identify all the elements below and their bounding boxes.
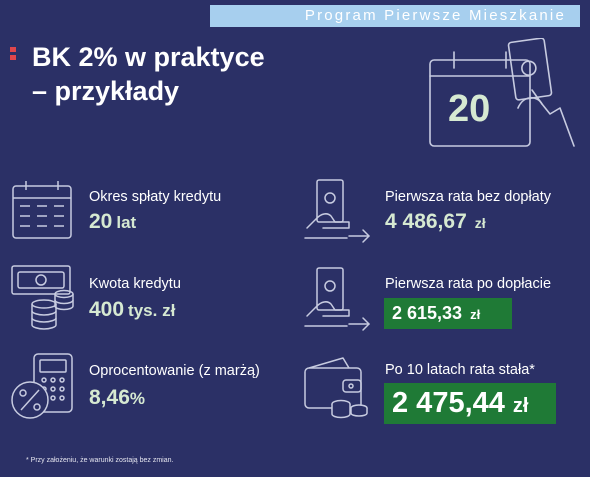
loan-term-label: Okres spłaty kredytu [89,189,222,205]
first-rate-without-subsidy-label: Pierwsza rata bez dopłaty [385,189,552,205]
first-rate-with-subsidy-label: Pierwsza rata po dopłacie [385,276,552,292]
fixed-rate-after-10-years-value: 2 475,44 zł [384,383,556,424]
first-rate-without-subsidy-value: 4 486,67 zł [385,210,486,233]
first-rate-with-subsidy-value: 2 615,33 zł [384,298,512,329]
footnote: * Przy założeniu, że warunki zostają bez… [26,457,174,464]
hand-payment-icon [303,178,373,244]
interest-rate-label: Oprocentowanie (z marżą) [89,363,260,379]
hand-payment-icon [303,266,373,332]
calculator-percent-icon [10,352,76,424]
calendar-icon [10,178,74,242]
interest-rate-value: 8,46% [89,386,145,409]
program-banner: Program Pierwsze Mieszkanie [210,5,580,27]
title-accent-bullet [10,47,16,63]
loan-amount-value: 400 tys. zł [89,298,176,321]
title-line-2: – przykłady [32,76,180,106]
cash-coins-icon [10,264,76,336]
wallet-coins-icon [303,354,369,420]
loan-term-value: 20 lat [89,210,137,233]
page-title: BK 2% w praktyce – przykłady [32,40,265,108]
fixed-rate-after-10-years-label: Po 10 latach rata stała* [385,362,535,378]
title-line-1: BK 2% w praktyce [32,42,265,72]
calendar-badge: 20 [448,88,491,130]
calendar-payment-icon: 20 [428,38,578,148]
loan-amount-label: Kwota kredytu [89,276,181,292]
